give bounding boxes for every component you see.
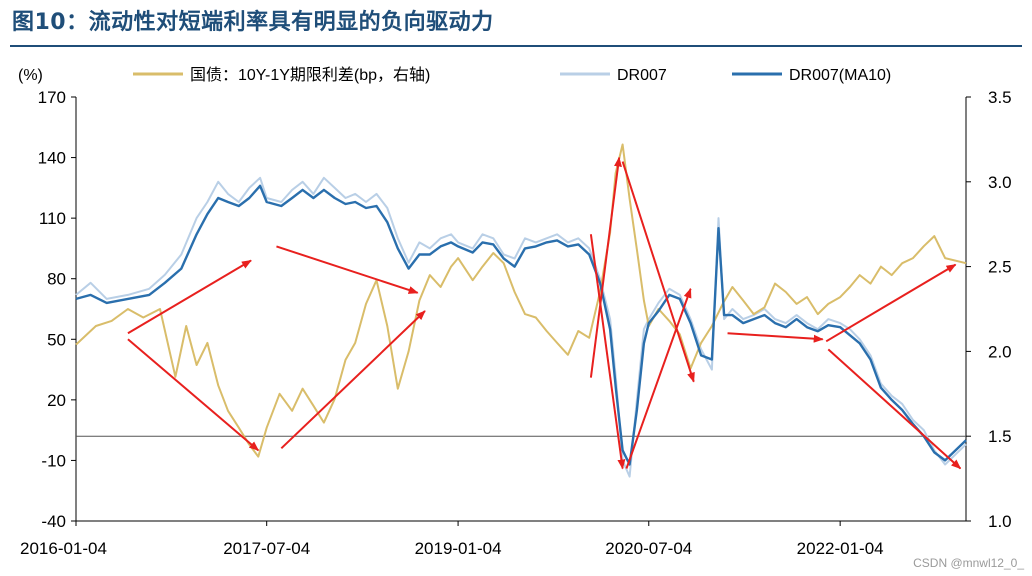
right-axis-tick-label: 3.5: [988, 88, 1012, 107]
legend-label-dr007: DR007: [617, 67, 667, 84]
left-axis-tick-label: 50: [47, 330, 66, 349]
annotation-arrow: [727, 332, 824, 343]
left-axis-tick-label: -40: [41, 512, 66, 531]
left-axis-tick-label: 80: [47, 270, 66, 289]
x-axis-tick-label: 2022-01-04: [797, 539, 884, 558]
legend: 国债：10Y-1Y期限利差(bp，右轴) DR007 DR007(MA10): [133, 66, 891, 84]
legend-label-spread: 国债：10Y-1Y期限利差(bp，右轴): [190, 66, 430, 84]
right-axis-tick-label: 1.5: [988, 427, 1012, 446]
left-axis-tick-label: 110: [39, 209, 66, 228]
annotation-arrow: [127, 259, 252, 335]
series-line-dr007-ma10: [75, 184, 967, 466]
left-axis: -40 -10 20 50 80 110 140 170: [38, 88, 77, 531]
annotation-arrows: [127, 156, 962, 470]
annotation-arrow: [621, 161, 695, 383]
right-axis-tick-label: 3.0: [988, 173, 1012, 192]
right-axis: 1.0 1.5 2.0 2.5 3.0 3.5: [965, 88, 1012, 531]
series-layer: [75, 143, 967, 478]
series-line-dr007: [75, 176, 967, 478]
annotation-arrow: [276, 245, 419, 294]
left-axis-tick-label: 140: [38, 149, 66, 168]
x-axis-tick-label: 2019-01-04: [415, 539, 502, 558]
legend-label-dr007-ma10: DR007(MA10): [789, 67, 891, 84]
x-axis-tick-label: 2017-07-04: [223, 539, 310, 558]
title-divider: [10, 45, 1022, 47]
x-axis-tick-label: 2016-01-04: [20, 539, 107, 558]
left-axis-unit: (%): [18, 67, 43, 84]
annotation-arrow: [827, 348, 962, 470]
figure-title: 图10：流动性对短端利率具有明显的负向驱动力: [12, 10, 494, 35]
right-axis-tick-label: 1.0: [988, 512, 1012, 531]
right-axis-tick-label: 2.0: [988, 342, 1012, 361]
left-axis-tick-label: 20: [47, 391, 66, 410]
annotation-arrow: [625, 287, 692, 469]
annotation-arrow: [589, 234, 626, 470]
x-axis-tick-label: 2020-07-04: [605, 539, 692, 558]
series-line-spread: [75, 143, 967, 458]
annotation-arrow: [589, 156, 622, 378]
watermark: CSDN @mnwl12_0_: [913, 556, 1024, 570]
right-axis-tick-label: 2.5: [988, 258, 1012, 277]
annotation-arrow: [127, 338, 260, 452]
annotation-arrow: [280, 310, 426, 450]
x-axis: 2016-01-04 2017-07-04 2019-01-04 2020-07-04…: [20, 520, 966, 558]
left-axis-tick-label: 170: [38, 88, 66, 107]
left-axis-tick-label: -10: [41, 451, 66, 470]
annotation-arrow: [825, 263, 957, 343]
